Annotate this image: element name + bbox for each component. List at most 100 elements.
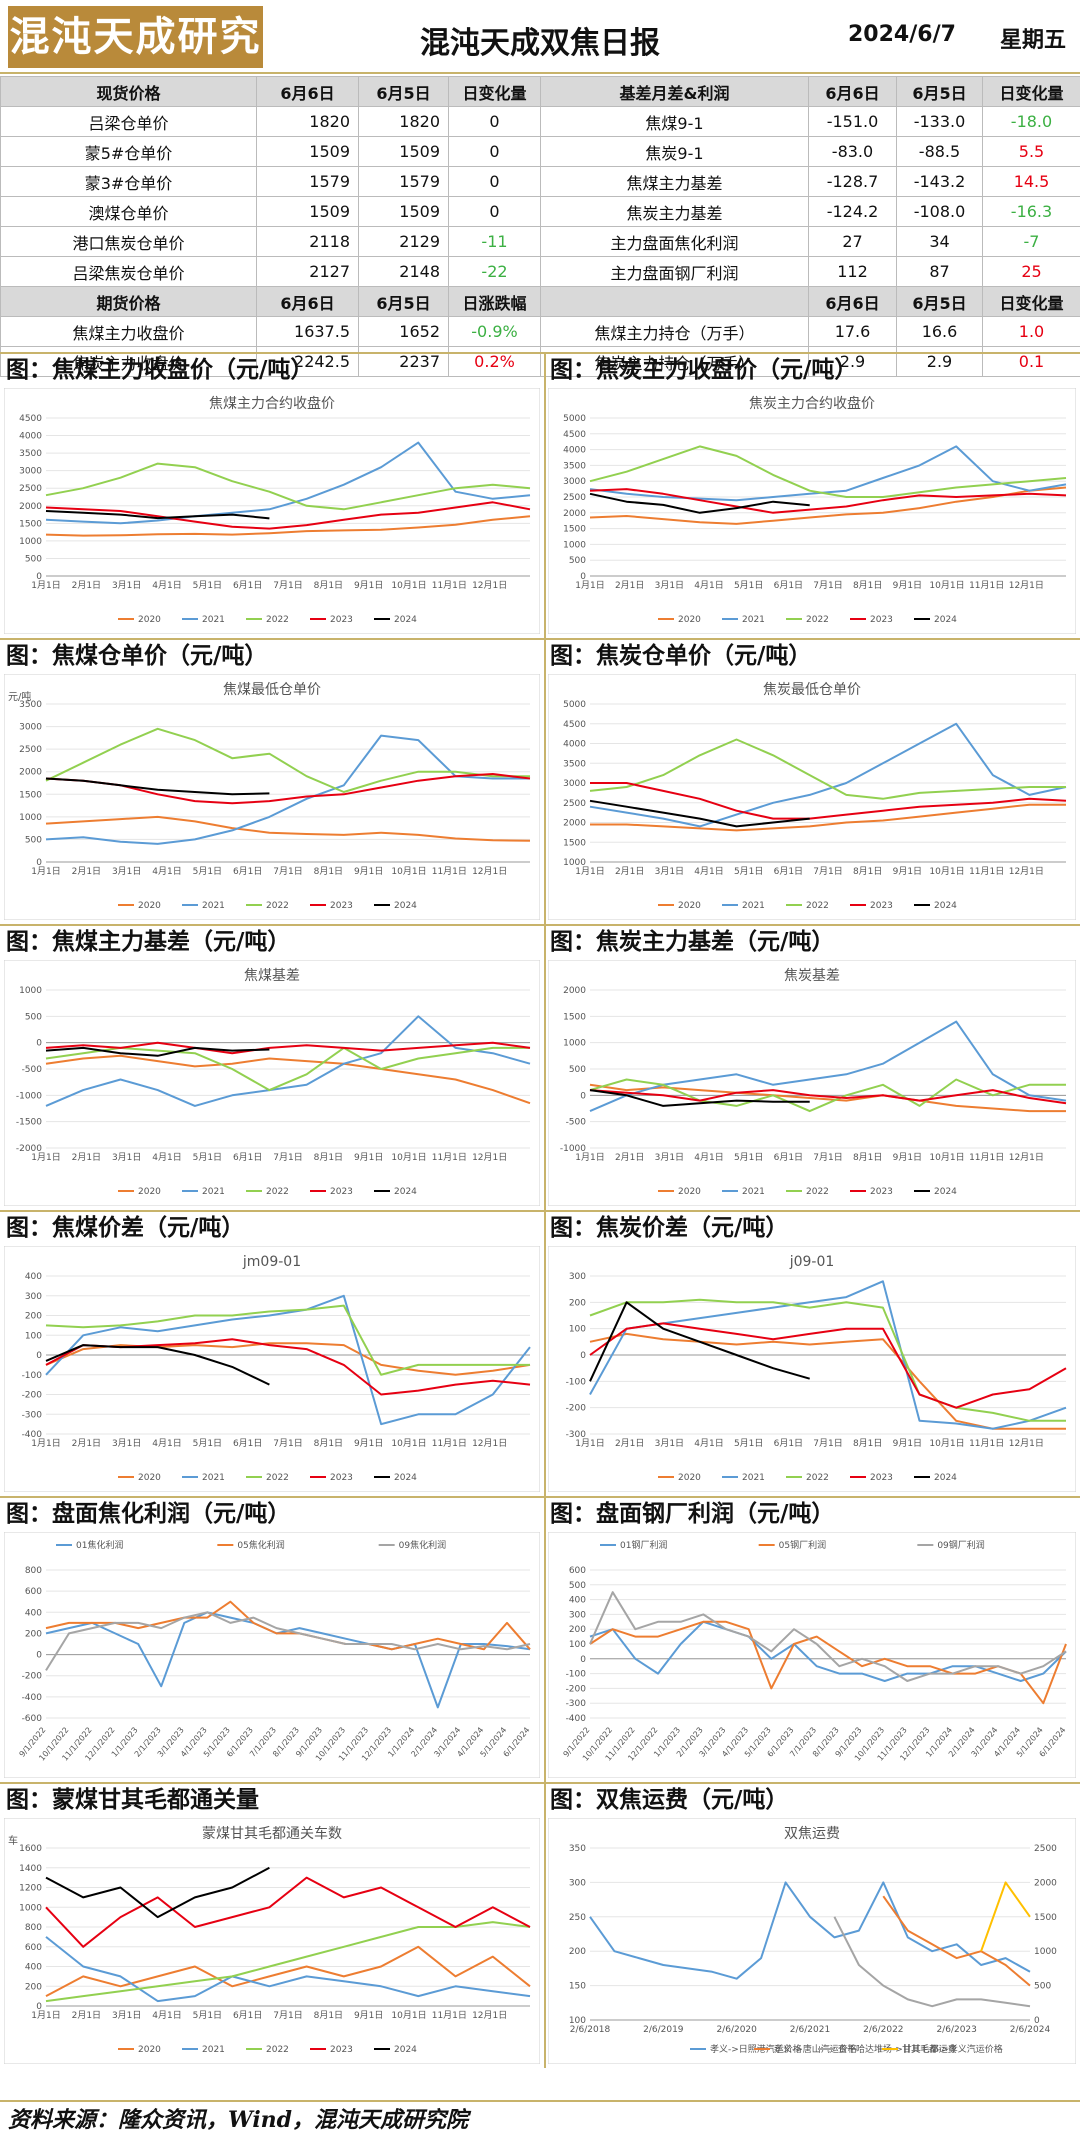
x-tick-label: 5月1日	[734, 1152, 763, 1163]
y-tick-label: 500	[569, 1065, 586, 1075]
table-cell: 主力盘面焦化利润	[540, 226, 809, 257]
y-tick-label: 5000	[563, 700, 586, 710]
y-tick-label: -1000	[16, 1091, 42, 1101]
series-line	[589, 1881, 1031, 1980]
table-cell: 87	[896, 256, 983, 287]
y-tick-label: 200	[25, 1312, 42, 1322]
table-cell: 2242.5	[256, 346, 359, 377]
section-title: 图：盘面钢厂利润（元/吨）	[550, 1500, 835, 1527]
y2-tick-label: 2500	[1034, 1844, 1057, 1854]
column-header: 日变化量	[448, 76, 541, 107]
series-line	[45, 501, 531, 530]
series-line	[45, 815, 531, 842]
report-title: 混沌天成双焦日报	[420, 26, 660, 61]
x-tick-label: 5月1日	[193, 1152, 222, 1163]
series-line	[45, 734, 530, 845]
legend-label: 2024	[934, 901, 957, 911]
x-tick-label: 3月1日	[112, 1152, 141, 1163]
column-header: 基差月差&利润	[540, 76, 809, 107]
x-tick-label: 2/6/2024	[1010, 2025, 1051, 2035]
legend-label: 05钢厂利润	[779, 1539, 826, 1551]
chart-panel	[544, 638, 1080, 924]
line-chart: -400-300-200-10001002003004005006009/1/2…	[548, 1532, 1076, 1778]
table-cell: 港口焦炭仓单价	[0, 226, 257, 257]
legend-label: 2021	[202, 615, 225, 625]
y-tick-label: -500	[566, 1118, 587, 1128]
y2-tick-label: 1500	[1034, 1913, 1057, 1923]
column-header	[540, 286, 809, 317]
x-tick-label: 3月1日	[112, 866, 141, 877]
series-line	[589, 445, 1067, 498]
x-tick-label: 2月1日	[615, 866, 644, 877]
x-tick-label: 2/6/2019	[643, 2025, 684, 2035]
x-tick-label: 6月1日	[774, 1152, 803, 1163]
legend-label: 2021	[202, 901, 225, 911]
x-tick-label: 10月1日	[391, 1438, 426, 1449]
series-line	[45, 441, 531, 525]
y-tick-label: -1000	[560, 1144, 586, 1154]
legend-label: 2023	[330, 2045, 353, 2055]
section-title: 图：焦煤主力基差（元/吨）	[6, 928, 291, 955]
y-tick-label: 800	[25, 1566, 42, 1576]
table-cell: -83.0	[808, 136, 897, 167]
table-cell: 5.5	[982, 136, 1080, 167]
table-cell: 2237	[358, 346, 449, 377]
x-tick-label: 12月1日	[1009, 866, 1044, 877]
table-cell: 焦炭9-1	[540, 136, 809, 167]
y-tick-label: 2500	[19, 745, 42, 755]
table-cell: 27	[808, 226, 897, 257]
series-line	[45, 727, 530, 793]
x-tick-label: 10月1日	[391, 580, 426, 591]
legend-label: 2022	[806, 1473, 829, 1483]
table-cell: 2.9	[896, 346, 983, 377]
y-tick-label: 1000	[19, 537, 42, 547]
table-cell: -108.0	[896, 196, 983, 227]
table-cell: 焦煤主力持仓（万手）	[540, 316, 809, 347]
x-tick-label: 12月1日	[472, 1438, 507, 1449]
series-line	[590, 782, 1067, 820]
x-tick-label: 10月1日	[391, 2010, 426, 2021]
x-tick-label: 3月1日	[655, 580, 684, 591]
x-tick-label: 2/6/2023	[936, 2025, 976, 2035]
series-line	[589, 1591, 1067, 1682]
y-tick-label: 600	[25, 1587, 42, 1597]
chart-panel	[544, 924, 1080, 1210]
x-tick-label: 7月1日	[273, 580, 302, 591]
table-cell: -124.2	[808, 196, 897, 227]
legend-label: 2021	[742, 1187, 765, 1197]
x-tick-label: 3月1日	[112, 580, 141, 591]
x-tick-label: 5月1日	[193, 1438, 222, 1449]
x-tick-label: 7月1日	[273, 1152, 302, 1163]
legend-label: 2023	[870, 1473, 893, 1483]
column-header: 6月5日	[896, 286, 983, 317]
y-tick-label: 500	[25, 835, 42, 845]
column-header: 日变化量	[982, 286, 1080, 317]
chart-panel	[544, 1210, 1080, 1496]
x-tick-label: 2月1日	[615, 1438, 644, 1449]
x-tick-label: 6月1日	[233, 1152, 262, 1163]
table-cell: 澳煤仓单价	[0, 196, 257, 227]
x-tick-label: 3月1日	[655, 1152, 684, 1163]
legend-label: 2023	[330, 1473, 353, 1483]
y-tick-label: -400	[566, 1714, 587, 1724]
x-tick-label: 1月1日	[31, 1152, 60, 1163]
chart-frame	[548, 1532, 1076, 1778]
y-tick-label: -100	[22, 1371, 43, 1381]
x-tick-label: 10月1日	[391, 1152, 426, 1163]
y-tick-label: 400	[25, 1963, 42, 1973]
table-cell: 0.2%	[448, 346, 541, 377]
chart-title: 焦煤最低仓单价	[223, 682, 321, 698]
x-tick-label: 2月1日	[72, 866, 101, 877]
x-tick-label: 4月1日	[152, 1152, 181, 1163]
y-tick-label: 0	[580, 1091, 586, 1101]
legend-label: 2022	[266, 901, 289, 911]
chart-panel	[0, 638, 544, 924]
series-line	[45, 462, 531, 511]
x-tick-label: 2月1日	[72, 1152, 101, 1163]
series-line	[833, 1916, 1031, 2008]
series-line	[45, 777, 270, 796]
y-tick-label: -2000	[16, 1144, 42, 1154]
legend-label: 09钢厂利润	[937, 1539, 984, 1551]
column-header: 6月5日	[896, 76, 983, 107]
y-tick-label: 1500	[563, 525, 586, 535]
